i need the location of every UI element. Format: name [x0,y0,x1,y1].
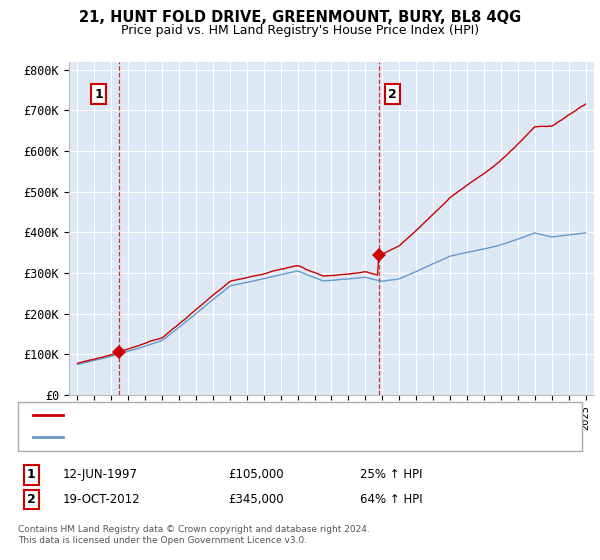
Text: 19-OCT-2012: 19-OCT-2012 [63,493,140,506]
Text: 1: 1 [27,468,35,482]
Text: HPI: Average price, detached house, Bury: HPI: Average price, detached house, Bury [69,432,286,442]
Text: 2: 2 [27,493,35,506]
Text: £105,000: £105,000 [228,468,284,482]
Text: £345,000: £345,000 [228,493,284,506]
Text: 21, HUNT FOLD DRIVE, GREENMOUNT, BURY, BL8 4QG (detached house): 21, HUNT FOLD DRIVE, GREENMOUNT, BURY, B… [69,410,447,421]
Text: 2: 2 [388,87,397,101]
Text: 64% ↑ HPI: 64% ↑ HPI [360,493,422,506]
Text: 21, HUNT FOLD DRIVE, GREENMOUNT, BURY, BL8 4QG: 21, HUNT FOLD DRIVE, GREENMOUNT, BURY, B… [79,10,521,25]
Text: Contains HM Land Registry data © Crown copyright and database right 2024.
This d: Contains HM Land Registry data © Crown c… [18,525,370,545]
Text: 25% ↑ HPI: 25% ↑ HPI [360,468,422,482]
Text: Price paid vs. HM Land Registry's House Price Index (HPI): Price paid vs. HM Land Registry's House … [121,24,479,36]
Text: 1: 1 [94,87,103,101]
Text: 12-JUN-1997: 12-JUN-1997 [63,468,138,482]
